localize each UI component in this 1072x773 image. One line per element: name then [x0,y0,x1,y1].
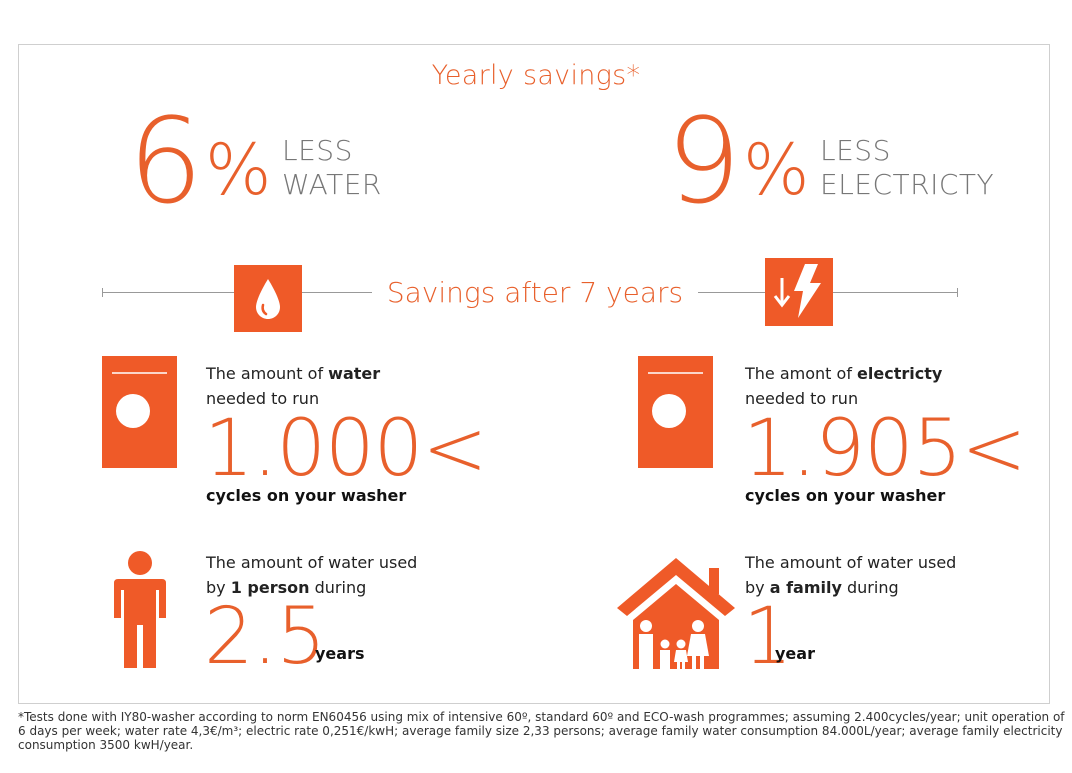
water-cycles-number: 1.000< [204,404,488,494]
electricity-percent-sign: % [743,129,810,211]
electricity-down-icon [765,258,833,326]
electricity-stat-line2: ELECTRICTY [820,168,995,201]
water-percent-sign: % [205,129,272,211]
water-percent-number: 6 [128,92,203,230]
divider-tick-right [957,288,958,297]
page-title: Yearly savings* [431,60,641,91]
family-house-icon [615,556,737,671]
person-bold: 1 person [230,578,310,597]
person-icon [112,550,168,670]
water-cycles-line2: needed to run [206,389,320,408]
water-stat-line1: LESS [282,134,353,167]
family-post: during [841,578,899,597]
family-bold: a family [769,578,842,597]
electricity-cycles-line2: needed to run [745,389,859,408]
infographic-frame [18,44,1050,704]
washer-icon [102,356,177,468]
water-cycles-text: The amount of water needed to run [206,361,506,411]
water-cycles-suffix: cycles on your washer [206,486,407,505]
person-line1: The amount of water used [206,553,418,572]
electricity-percent-number: 9 [666,92,741,230]
electricity-cycles-number: 1.905< [743,404,1027,494]
water-stat-line2: WATER [282,168,382,201]
water-cycles-pre: The amount of [206,364,329,383]
electricity-cycles-suffix: cycles on your washer [745,486,946,505]
family-year-unit: year [775,644,815,663]
person-post: during [309,578,367,597]
person-years-unit: years [315,644,365,663]
family-text: The amount of water used by a family dur… [745,550,1045,600]
family-line1: The amount of water used [745,553,957,572]
person-years-number: 2.5 [204,592,326,682]
section-title: Savings after 7 years [386,276,684,309]
electricity-cycles-pre: The amont of [745,364,858,383]
person-pre: by [206,578,231,597]
washer-icon [638,356,713,468]
family-pre: by [745,578,770,597]
electricity-cycles-text: The amont of electricty needed to run [745,361,1045,411]
electricity-stat-label: LESS ELECTRICTY [820,134,994,202]
water-drop-icon [234,265,302,332]
person-text: The amount of water used by 1 person dur… [206,550,506,600]
water-stat-label: LESS WATER [282,134,382,202]
electricity-cycles-bold: electricty [857,364,943,383]
electricity-stat-line1: LESS [820,134,891,167]
footnote: *Tests done with IY80-washer according t… [18,710,1065,752]
water-cycles-bold: water [328,364,381,383]
family-year-number: 1 [743,592,793,682]
